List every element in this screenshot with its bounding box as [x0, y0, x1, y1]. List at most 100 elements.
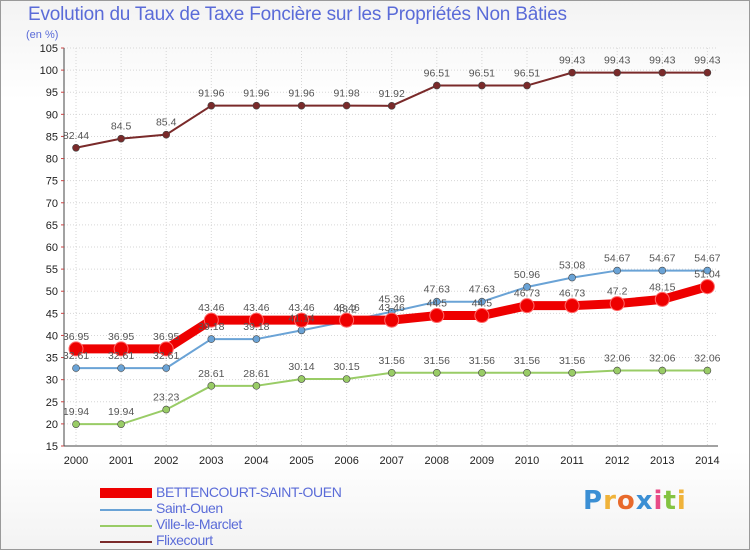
data-label: 45.36 [379, 294, 405, 306]
data-label: 91.98 [333, 88, 359, 100]
data-point [207, 335, 216, 343]
data-point [658, 366, 667, 375]
legend-swatch [100, 488, 152, 498]
y-tick-label: 75 [46, 176, 58, 188]
data-point [162, 364, 170, 372]
data-label: 43.46 [198, 302, 224, 314]
data-point [294, 312, 309, 328]
x-tick-label: 2009 [470, 455, 494, 467]
data-point [478, 368, 486, 377]
data-label: 99.43 [604, 55, 630, 67]
data-label: 32.06 [694, 353, 720, 365]
data-point [519, 298, 535, 314]
legend-label: BETTENCOURT-SAINT-OUEN [156, 484, 342, 500]
data-point [613, 68, 622, 77]
chart-unit-label: (en %) [26, 29, 59, 41]
data-label: 32.61 [153, 350, 179, 362]
data-label: 44.5 [427, 298, 448, 310]
data-label: 31.56 [469, 355, 495, 367]
y-tick-label: 100 [40, 65, 58, 77]
data-label: 54.67 [604, 253, 630, 265]
data-label: 48.15 [649, 281, 675, 293]
data-label: 85.4 [156, 117, 177, 129]
y-tick-label: 45 [46, 308, 58, 320]
data-point [342, 101, 351, 110]
legend-label: Ville-le-Marclet [156, 516, 242, 532]
data-point [478, 297, 486, 306]
data-point [248, 312, 264, 328]
data-label: 46.73 [559, 288, 585, 300]
data-point [609, 296, 625, 312]
y-tick-label: 30 [46, 375, 58, 387]
data-label: 43.46 [243, 302, 269, 314]
data-point [117, 420, 125, 428]
data-label: 41.14 [288, 312, 314, 324]
data-point [162, 405, 170, 414]
data-point [568, 68, 576, 77]
data-point [613, 266, 622, 275]
data-label: 32.61 [63, 350, 89, 362]
data-point [654, 291, 670, 307]
legend-swatch [100, 509, 152, 511]
data-point [432, 81, 441, 90]
data-point [158, 341, 174, 357]
data-label: 36.95 [108, 331, 134, 343]
x-tick-label: 2006 [334, 455, 358, 467]
data-point [207, 382, 216, 390]
data-label: 99.43 [694, 55, 720, 67]
y-tick-label: 105 [40, 43, 58, 55]
data-point [703, 366, 712, 375]
data-label: 99.43 [649, 55, 675, 67]
y-tick-label: 65 [46, 220, 58, 232]
data-point [252, 335, 261, 343]
x-tick-label: 2004 [244, 455, 268, 467]
data-label: 47.63 [469, 284, 495, 296]
x-tick-label: 2005 [289, 455, 313, 467]
data-label: 91.96 [198, 88, 224, 100]
legend-label: Saint-Ouen [156, 500, 223, 516]
data-label: 28.61 [198, 368, 224, 380]
data-point [297, 375, 306, 383]
data-point [387, 368, 396, 377]
data-point [429, 308, 445, 324]
proxiti-logo: Proxiti [583, 486, 687, 516]
x-tick-label: 2007 [379, 455, 403, 467]
x-tick-label: 2001 [109, 455, 133, 467]
data-label: 46.73 [514, 288, 540, 300]
data-label: 32.06 [649, 353, 675, 365]
y-tick-label: 95 [46, 87, 58, 99]
data-label: 32.61 [108, 350, 134, 362]
data-point [523, 283, 531, 291]
data-label: 43.46 [288, 302, 314, 314]
data-label: 30.14 [288, 361, 314, 373]
data-point [568, 273, 576, 282]
data-point [252, 382, 261, 390]
data-label: 99.43 [559, 55, 585, 67]
data-label: 47.63 [424, 284, 450, 296]
data-point [478, 81, 486, 90]
y-tick-label: 20 [46, 419, 58, 431]
legend-item: Saint-Ouen [100, 500, 430, 518]
legend-item: Ville-le-Marclet [100, 516, 430, 534]
legend-label: Flixecourt [156, 532, 213, 548]
legend-item: BETTENCOURT-SAINT-OUEN [100, 484, 430, 502]
data-point [117, 364, 125, 372]
y-tick-label: 80 [46, 154, 58, 166]
data-point [207, 101, 216, 110]
data-point [699, 279, 715, 295]
data-point [297, 101, 306, 110]
legend-item: Flixecourt [100, 532, 430, 550]
data-point [203, 312, 219, 328]
data-label: 36.95 [63, 331, 89, 343]
logo-letter: i [653, 486, 664, 516]
data-label: 96.51 [514, 68, 540, 80]
data-label: 31.56 [514, 355, 540, 367]
data-label: 91.92 [379, 88, 405, 100]
data-point [432, 368, 441, 377]
data-point [658, 68, 667, 77]
data-label: 54.67 [694, 253, 720, 265]
logo-letter: o [616, 486, 636, 516]
data-point [297, 326, 306, 335]
